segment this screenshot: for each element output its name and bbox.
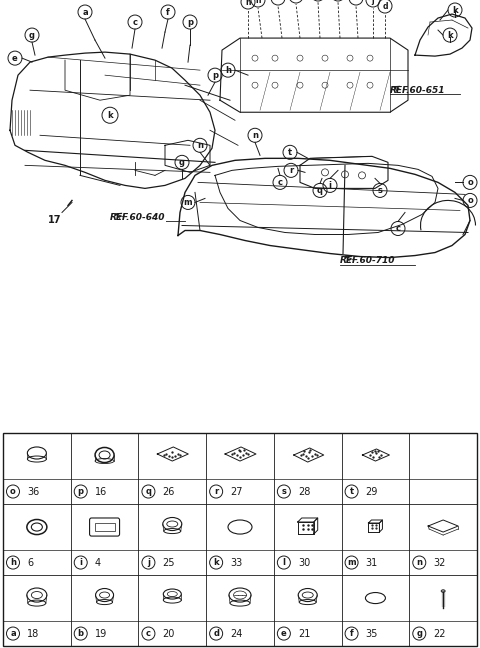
- Text: i: i: [328, 181, 332, 190]
- Text: s: s: [281, 487, 286, 496]
- Text: 4: 4: [95, 557, 101, 568]
- Text: c: c: [132, 17, 137, 27]
- Text: n: n: [197, 141, 203, 150]
- Text: q: q: [317, 186, 323, 195]
- Text: i: i: [276, 0, 279, 3]
- Text: f: f: [350, 629, 353, 638]
- Text: 29: 29: [366, 487, 378, 496]
- Text: d: d: [213, 629, 219, 638]
- FancyBboxPatch shape: [90, 518, 120, 536]
- Text: 36: 36: [27, 487, 39, 496]
- Text: n: n: [416, 558, 422, 567]
- Text: j: j: [372, 0, 374, 5]
- Text: p: p: [78, 487, 84, 496]
- Text: c: c: [277, 178, 283, 187]
- Text: q: q: [145, 487, 151, 496]
- Text: k: k: [452, 6, 458, 14]
- Text: s: s: [378, 186, 383, 195]
- Text: d: d: [382, 1, 388, 10]
- Text: l: l: [282, 558, 285, 567]
- Text: 30: 30: [298, 557, 310, 568]
- Text: p: p: [212, 71, 218, 80]
- Text: 17: 17: [48, 216, 62, 226]
- Text: o: o: [467, 178, 473, 187]
- Text: a: a: [10, 629, 16, 638]
- Text: 35: 35: [366, 629, 378, 638]
- Text: g: g: [29, 30, 35, 40]
- Text: i: i: [355, 0, 357, 3]
- Text: t: t: [349, 487, 354, 496]
- Text: o: o: [10, 487, 16, 496]
- FancyBboxPatch shape: [3, 433, 477, 646]
- Text: 28: 28: [298, 487, 310, 496]
- Text: m: m: [184, 198, 192, 207]
- Text: f: f: [166, 8, 170, 17]
- Text: o: o: [467, 196, 473, 205]
- Text: c: c: [146, 629, 151, 638]
- Bar: [95, 523, 115, 531]
- Text: REF.60-640: REF.60-640: [110, 213, 166, 222]
- Text: 33: 33: [230, 557, 242, 568]
- Text: b: b: [78, 629, 84, 638]
- Text: REF.60-651: REF.60-651: [390, 86, 445, 95]
- Text: 6: 6: [27, 557, 33, 568]
- Text: k: k: [213, 558, 219, 567]
- Text: 20: 20: [162, 629, 175, 638]
- Text: 18: 18: [27, 629, 39, 638]
- Text: h: h: [255, 0, 261, 5]
- Text: p: p: [187, 17, 193, 27]
- Text: 27: 27: [230, 487, 243, 496]
- Text: 21: 21: [298, 629, 310, 638]
- Text: e: e: [281, 629, 287, 638]
- Text: k: k: [107, 111, 113, 120]
- Text: g: g: [179, 158, 185, 167]
- Text: i: i: [79, 558, 82, 567]
- Text: t: t: [288, 148, 292, 157]
- Text: j: j: [147, 558, 150, 567]
- Text: a: a: [82, 8, 88, 17]
- Text: h: h: [225, 65, 231, 75]
- Text: c: c: [396, 224, 400, 233]
- Text: REF.60-710: REF.60-710: [340, 256, 396, 265]
- Text: 25: 25: [162, 557, 175, 568]
- Text: n: n: [252, 131, 258, 140]
- Text: k: k: [447, 30, 453, 40]
- Text: g: g: [416, 629, 422, 638]
- Text: 32: 32: [433, 557, 445, 568]
- Text: r: r: [289, 166, 293, 175]
- Text: r: r: [214, 487, 218, 496]
- Text: h: h: [10, 558, 16, 567]
- Text: 31: 31: [366, 557, 378, 568]
- Text: 19: 19: [95, 629, 107, 638]
- Text: 26: 26: [162, 487, 175, 496]
- Text: e: e: [12, 54, 18, 63]
- Ellipse shape: [441, 590, 445, 592]
- Text: 24: 24: [230, 629, 242, 638]
- Text: m: m: [347, 558, 356, 567]
- Text: 22: 22: [433, 629, 446, 638]
- Text: h: h: [245, 0, 251, 6]
- Text: 16: 16: [95, 487, 107, 496]
